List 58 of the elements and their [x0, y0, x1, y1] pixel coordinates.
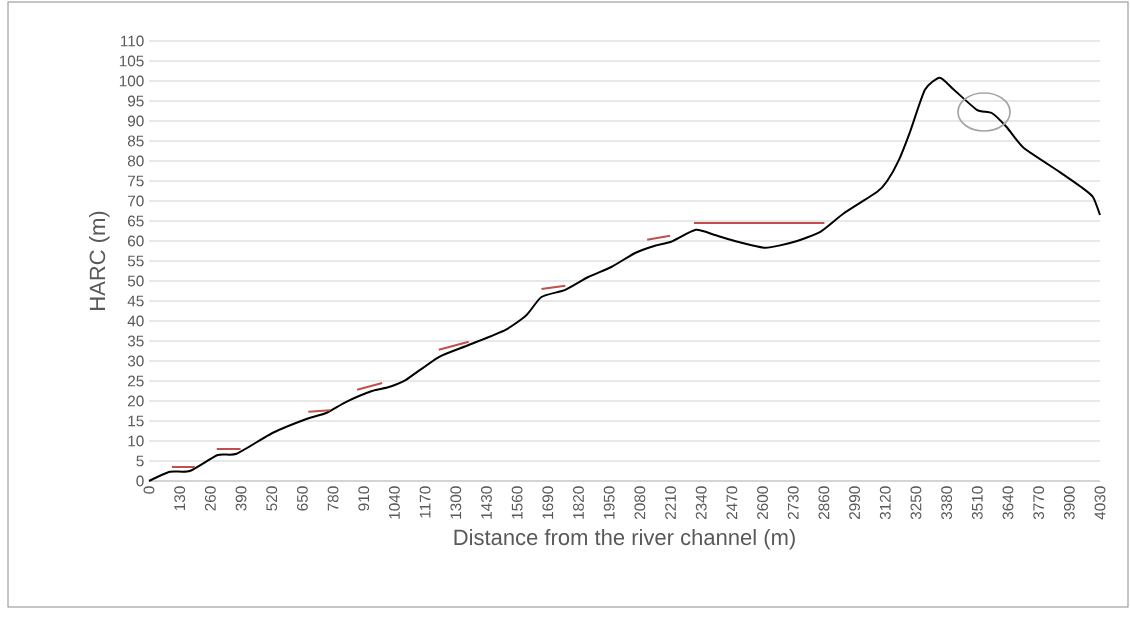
- x-tick-label: 3770: [1033, 486, 1045, 520]
- x-tick-label: 1300: [450, 486, 462, 519]
- y-tick-label: 20: [128, 395, 144, 407]
- x-tick-label: 650: [296, 486, 308, 511]
- y-tick-label: 65: [128, 215, 144, 227]
- y-tick-label: 110: [121, 35, 144, 47]
- x-tick-label: 390: [235, 486, 247, 511]
- y-tick-label: 80: [127, 155, 144, 167]
- x-tick-label: 2990: [849, 486, 861, 520]
- x-tick-label: 2340: [695, 486, 707, 520]
- x-tick-label: 2600: [757, 486, 768, 520]
- x-tick-label: 1040: [389, 486, 400, 519]
- x-tick-label: 2860: [818, 486, 830, 520]
- x-tick-label: 0: [143, 486, 155, 494]
- y-tick-label: 85: [127, 135, 144, 147]
- y-tick-label: 105: [119, 55, 144, 67]
- x-tick-label: 2080: [634, 486, 646, 520]
- x-tick-label: 1820: [573, 486, 584, 519]
- y-axis-title: HARC (m): [89, 211, 110, 310]
- y-tick-label: 10: [128, 435, 144, 447]
- x-tick-label: 2470: [726, 486, 738, 520]
- y-tick-label: 30: [127, 355, 144, 367]
- x-tick-label: 780: [327, 486, 339, 511]
- x-tick-label: 2210: [665, 486, 676, 520]
- y-tick-label: 60: [128, 235, 144, 247]
- x-tick-label: 910: [358, 486, 370, 511]
- y-tick-label: 55: [127, 255, 144, 267]
- y-tick-label: 90: [127, 115, 144, 127]
- x-tick-label: 3900: [1063, 486, 1075, 520]
- y-tick-label: 15: [128, 415, 144, 427]
- y-tick-label: 25: [128, 375, 144, 387]
- y-tick-label: 75: [128, 175, 144, 187]
- x-tick-label: 130: [174, 486, 186, 511]
- line-series: [148, 76, 1102, 482]
- y-tick-label: 50: [127, 275, 144, 287]
- x-tick-label: 1950: [603, 486, 615, 519]
- x-tick-label: 2730: [787, 486, 799, 520]
- y-tick-label: 100: [119, 75, 144, 87]
- y-tick-label: 70: [128, 195, 144, 207]
- y-tick-label: 95: [127, 95, 144, 107]
- x-tick-label: 3640: [1002, 486, 1014, 520]
- x-tick-label: 520: [266, 486, 278, 511]
- y-tick-label: 45: [127, 295, 144, 307]
- x-tick-label: 1170: [419, 486, 431, 518]
- x-tick-label: 4030: [1094, 486, 1106, 520]
- x-tick-label: 3120: [879, 486, 891, 520]
- x-tick-label: 260: [204, 486, 216, 511]
- x-tick-label: 1560: [511, 486, 523, 519]
- y-tick-label: 5: [136, 455, 144, 467]
- x-tick-label: 3380: [941, 486, 953, 520]
- y-tick-label: 35: [127, 335, 144, 347]
- y-tick-label: 40: [127, 315, 144, 327]
- x-tick-label: 1430: [481, 486, 492, 519]
- x-axis-title: Distance from the river channel (m): [454, 528, 795, 550]
- x-tick-label: 3250: [910, 486, 922, 520]
- x-tick-label: 3510: [971, 486, 983, 520]
- x-tick-label: 1690: [542, 486, 554, 519]
- y-tick-label: 0: [136, 475, 144, 487]
